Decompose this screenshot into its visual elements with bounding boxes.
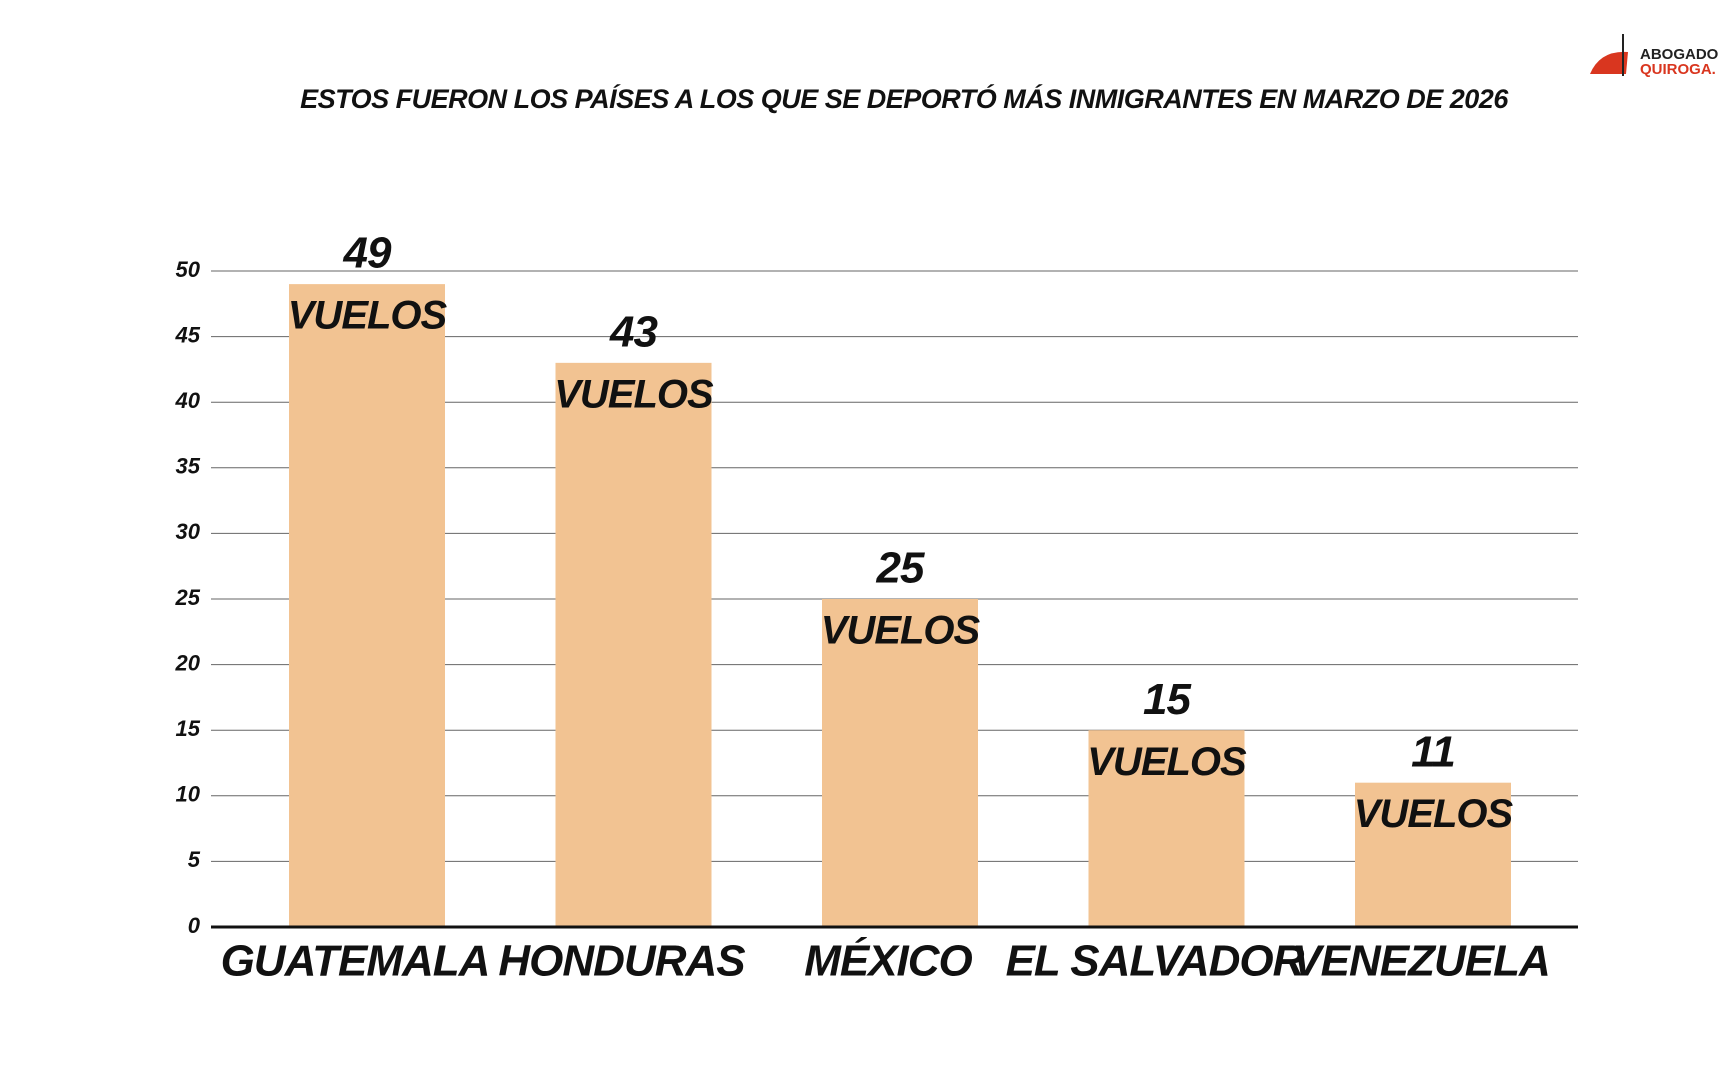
value-unit-label: VUELOS (821, 609, 981, 653)
y-tick-label: 15 (176, 716, 201, 741)
y-tick-label: 20 (175, 650, 201, 675)
value-label: 49 (343, 229, 392, 278)
value-unit-label: VUELOS (554, 372, 714, 416)
x-tick-label: EL SALVADOR (1006, 937, 1305, 986)
value-unit-label: VUELOS (288, 294, 448, 338)
logo-icon (1590, 51, 1628, 74)
x-tick-label: GUATEMALA (221, 937, 490, 986)
y-tick-label: 50 (176, 257, 201, 282)
x-tick-label: HONDURAS (498, 937, 745, 986)
bar (1355, 782, 1511, 927)
logo-text: QUIROGA. (1640, 61, 1716, 78)
logo: ABOGADO QUIROGA. (1590, 34, 1719, 78)
value-label: 11 (1411, 727, 1455, 776)
logo-text: ABOGADO (1640, 46, 1719, 63)
y-tick-label: 40 (175, 388, 201, 413)
y-tick-label: 25 (175, 585, 201, 610)
value-label: 25 (876, 544, 925, 593)
y-tick-label: 5 (188, 847, 201, 872)
chart-title: ESTOS FUERON LOS PAÍSES A LOS QUE SE DEP… (300, 83, 1509, 114)
value-unit-label: VUELOS (1087, 740, 1247, 784)
value-unit-label: VUELOS (1354, 792, 1514, 836)
y-tick-label: 0 (188, 913, 201, 938)
y-tick-label: 35 (176, 454, 201, 479)
value-label: 15 (1143, 675, 1191, 724)
bar (1088, 730, 1245, 927)
y-tick-label: 10 (176, 782, 201, 807)
value-label: 43 (609, 307, 657, 356)
bar (822, 599, 978, 927)
bar (555, 362, 712, 928)
x-tick-label: MÉXICO (804, 936, 972, 986)
x-tick-label: VENEZUELA (1292, 937, 1549, 986)
y-tick-label: 45 (175, 322, 201, 347)
y-tick-label: 30 (176, 519, 201, 544)
bar (289, 284, 445, 927)
